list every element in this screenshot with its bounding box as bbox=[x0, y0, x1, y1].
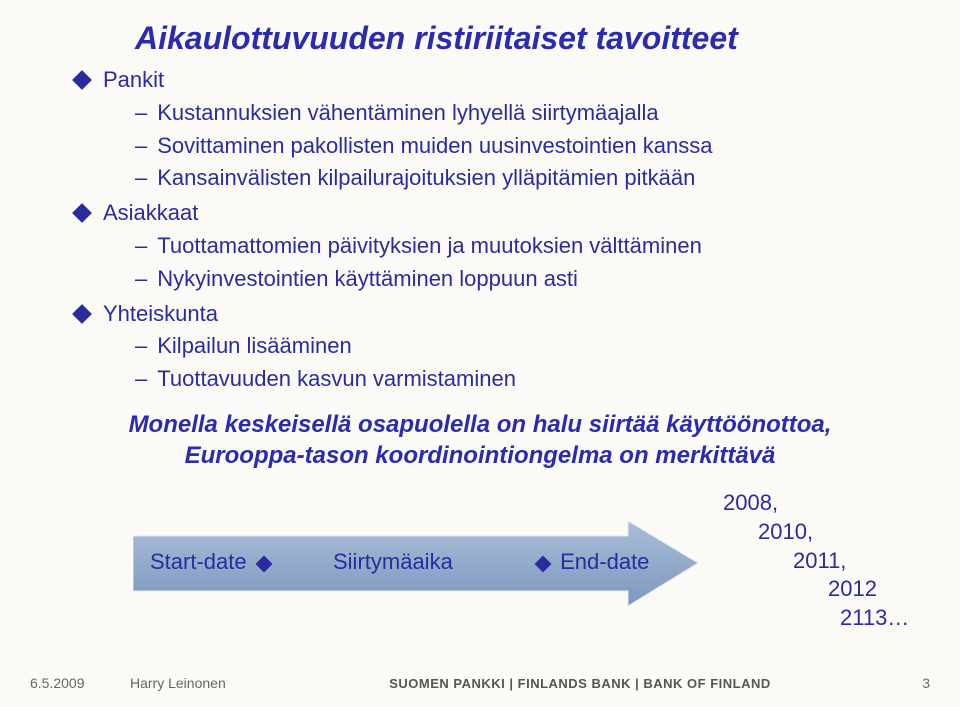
dash-icon: – bbox=[135, 264, 147, 295]
dash-icon: – bbox=[135, 364, 147, 395]
footer-author: Harry Leinonen bbox=[130, 675, 270, 691]
dash-icon: – bbox=[135, 131, 147, 162]
bullet-text: Kilpailun lisääminen bbox=[157, 331, 351, 362]
bullet-lvl2: – Tuottamattomien päivityksien ja muutok… bbox=[135, 231, 915, 262]
year-item: 2011, bbox=[793, 547, 909, 576]
bullet-label: Yhteiskunta bbox=[103, 299, 218, 330]
bullet-text: Tuottavuuden kasvun varmistaminen bbox=[157, 364, 516, 395]
dash-icon: – bbox=[135, 231, 147, 262]
bullet-text: Tuottamattomien päivityksien ja muutoksi… bbox=[157, 231, 702, 262]
bullet-lvl2: – Sovittaminen pakollisten muiden uusinv… bbox=[135, 131, 915, 162]
diamond-icon bbox=[72, 203, 92, 223]
summary-line2: Eurooppa-tason koordinointiongelma on me… bbox=[185, 442, 776, 469]
footer-bank: SUOMEN PANKKI | FINLANDS BANK | BANK OF … bbox=[270, 676, 890, 691]
bullet-lvl2: – Kilpailun lisääminen bbox=[135, 331, 915, 362]
year-item: 2008, bbox=[723, 489, 909, 518]
bullet-label: Asiakkaat bbox=[103, 198, 198, 229]
bullet-lvl1: Yhteiskunta bbox=[75, 299, 915, 330]
summary-line1: Monella keskeisellä osapuolella on halu … bbox=[129, 411, 832, 438]
year-item: 2012 bbox=[828, 575, 909, 604]
bullet-lvl1: Asiakkaat bbox=[75, 198, 915, 229]
bullet-text: Sovittaminen pakollisten muiden uusinves… bbox=[157, 131, 712, 162]
slide: Aikaulottuvuuden ristiriitaiset tavoitte… bbox=[0, 0, 960, 707]
diamond-icon bbox=[72, 304, 92, 324]
arrow-start-label: Start-date bbox=[150, 549, 275, 575]
bullet-list: Pankit – Kustannuksien vähentäminen lyhy… bbox=[45, 65, 915, 395]
year-item: 2010, bbox=[758, 518, 909, 547]
summary-text: Monella keskeisellä osapuolella on halu … bbox=[45, 409, 915, 471]
diamond-icon bbox=[72, 70, 92, 90]
bullet-lvl2: – Kansainvälisten kilpailurajoituksien y… bbox=[135, 163, 915, 194]
bullet-text: Nykyinvestointien käyttäminen loppuun as… bbox=[157, 264, 578, 295]
arrow-end-label: End-date bbox=[532, 549, 649, 575]
diamond-icon bbox=[535, 555, 552, 572]
bullet-label: Pankit bbox=[103, 65, 164, 96]
bullet-text: Kansainvälisten kilpailurajoituksien yll… bbox=[157, 163, 695, 194]
year-item: 2113… bbox=[840, 604, 909, 633]
footer: 6.5.2009 Harry Leinonen SUOMEN PANKKI | … bbox=[0, 675, 960, 691]
arrow-area: Start-date Siirtymäaika End-date 2008, 2… bbox=[45, 489, 915, 639]
dash-icon: – bbox=[135, 163, 147, 194]
footer-page: 3 bbox=[890, 675, 930, 691]
footer-date: 6.5.2009 bbox=[30, 675, 130, 691]
end-text: End-date bbox=[560, 549, 649, 574]
bullet-text: Kustannuksien vähentäminen lyhyellä siir… bbox=[157, 98, 658, 129]
start-text: Start-date bbox=[150, 549, 247, 574]
years-list: 2008, 2010, 2011, 2012 2113… bbox=[723, 489, 909, 632]
bullet-lvl1: Pankit bbox=[75, 65, 915, 96]
slide-title: Aikaulottuvuuden ristiriitaiset tavoitte… bbox=[135, 20, 915, 57]
diamond-icon bbox=[255, 555, 272, 572]
bullet-lvl2: – Tuottavuuden kasvun varmistaminen bbox=[135, 364, 915, 395]
dash-icon: – bbox=[135, 331, 147, 362]
arrow-mid-label: Siirtymäaika bbox=[333, 549, 453, 575]
bullet-lvl2: – Nykyinvestointien käyttäminen loppuun … bbox=[135, 264, 915, 295]
dash-icon: – bbox=[135, 98, 147, 129]
bullet-lvl2: – Kustannuksien vähentäminen lyhyellä si… bbox=[135, 98, 915, 129]
